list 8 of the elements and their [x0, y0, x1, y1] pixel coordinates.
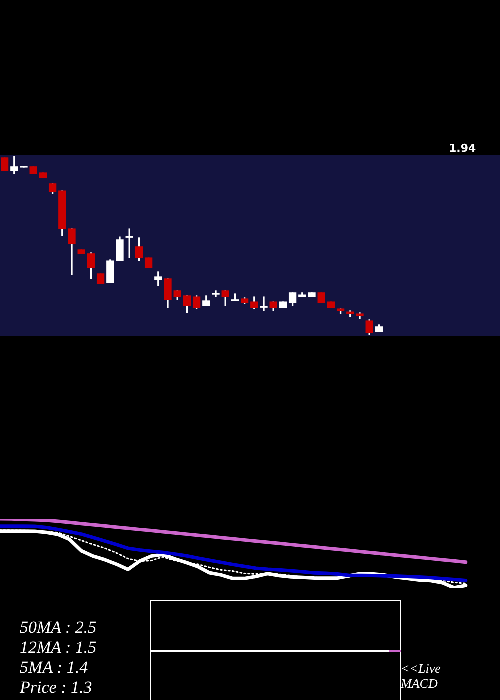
text: MACD [401, 676, 438, 691]
text: 50MA : 2.5 [20, 618, 97, 637]
text: 12MA : 1.5 [20, 638, 97, 657]
text: 1.94 [449, 142, 476, 155]
text: Price : 1.3 [20, 678, 92, 697]
text: <<Live [401, 661, 441, 676]
candlestick [260, 296, 268, 312]
text: 5MA : 1.4 [20, 658, 88, 677]
